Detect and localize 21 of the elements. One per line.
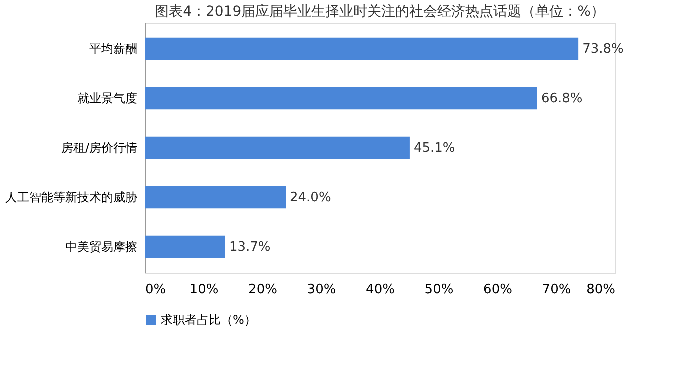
text: 13.7% — [229, 240, 271, 256]
x-tick-label: 60% — [484, 282, 512, 298]
x-tick-label: 10% — [190, 282, 219, 298]
y-tick-label: 就业景气度 — [78, 91, 138, 106]
text: 45.1% — [414, 141, 456, 156]
y-tick-label: 平均薪酬 — [90, 42, 138, 56]
x-tick-label: 0% — [146, 282, 166, 298]
x-tick-label: 30% — [307, 282, 336, 298]
y-tick-label: 人工智能等新技术的威胁 — [6, 190, 138, 205]
text: 66.8% — [541, 91, 583, 106]
y-tick-label: 房租/房价行情 — [61, 141, 138, 155]
x-tick-label: 70% — [542, 282, 572, 298]
x-tick-label: 20% — [248, 282, 278, 298]
text: 73.8% — [582, 42, 624, 57]
y-tick-label: 中美贸易摩擦 — [66, 240, 138, 254]
legend-label: 求职者占比（%） — [161, 313, 256, 327]
text: 24.0% — [290, 190, 332, 206]
x-tick-label: 40% — [366, 282, 395, 298]
chart-title: 图表4：2019届应届毕业生择业时关注的社会经济热点话题（单位：%） — [155, 4, 605, 20]
x-tick-label: 50% — [424, 282, 454, 298]
x-tick-label: 80% — [586, 282, 616, 298]
